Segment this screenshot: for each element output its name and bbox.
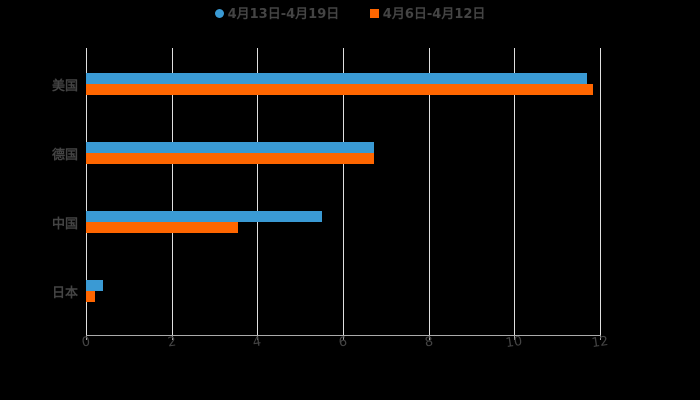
y-category-label: 美国 [51, 79, 78, 94]
gridline [257, 48, 259, 335]
x-tick-label: 12 [590, 333, 610, 352]
axis-tick [171, 335, 173, 340]
bar[interactable] [86, 291, 95, 302]
gridline [343, 48, 344, 335]
axis-tick [343, 335, 344, 340]
x-tick-label: 0 [80, 334, 92, 351]
y-category-label: 日本 [51, 286, 78, 301]
y-category-label: 中国 [51, 217, 78, 232]
legend: 4月13日-4月19日 4月6日-4月12日 [0, 3, 700, 22]
square-marker-icon [369, 9, 379, 18]
bar[interactable] [86, 211, 322, 222]
circle-marker-icon [214, 9, 224, 18]
legend-label: 4月6日-4月12日 [382, 7, 486, 22]
bar[interactable] [86, 84, 594, 95]
axis-tick [428, 335, 430, 340]
gridline [171, 48, 173, 335]
axis-tick [257, 335, 259, 340]
legend-label: 4月13日-4月19日 [227, 7, 340, 22]
x-tick-label: 2 [166, 334, 177, 351]
axis-tick [86, 335, 87, 340]
bar[interactable] [86, 142, 374, 153]
gridline [600, 48, 601, 335]
bar[interactable] [86, 153, 374, 164]
x-axis-line [86, 335, 600, 336]
bar[interactable] [86, 73, 588, 84]
gridline [428, 48, 430, 335]
legend-item-series-2[interactable]: 4月6日-4月12日 [369, 3, 486, 22]
gridline [514, 48, 516, 335]
legend-item-series-1[interactable]: 4月13日-4月19日 [214, 3, 340, 22]
gridline [86, 48, 87, 335]
plot-area [86, 48, 601, 340]
axis-tick [514, 335, 516, 340]
x-tick-label: 10 [505, 333, 524, 352]
axis-tick [600, 335, 601, 340]
x-tick-label: 6 [337, 334, 349, 351]
bar[interactable] [86, 280, 104, 291]
x-tick-label: 4 [252, 334, 263, 351]
y-category-label: 德国 [51, 148, 78, 163]
x-tick-label: 8 [423, 334, 434, 351]
bar[interactable] [86, 222, 239, 233]
